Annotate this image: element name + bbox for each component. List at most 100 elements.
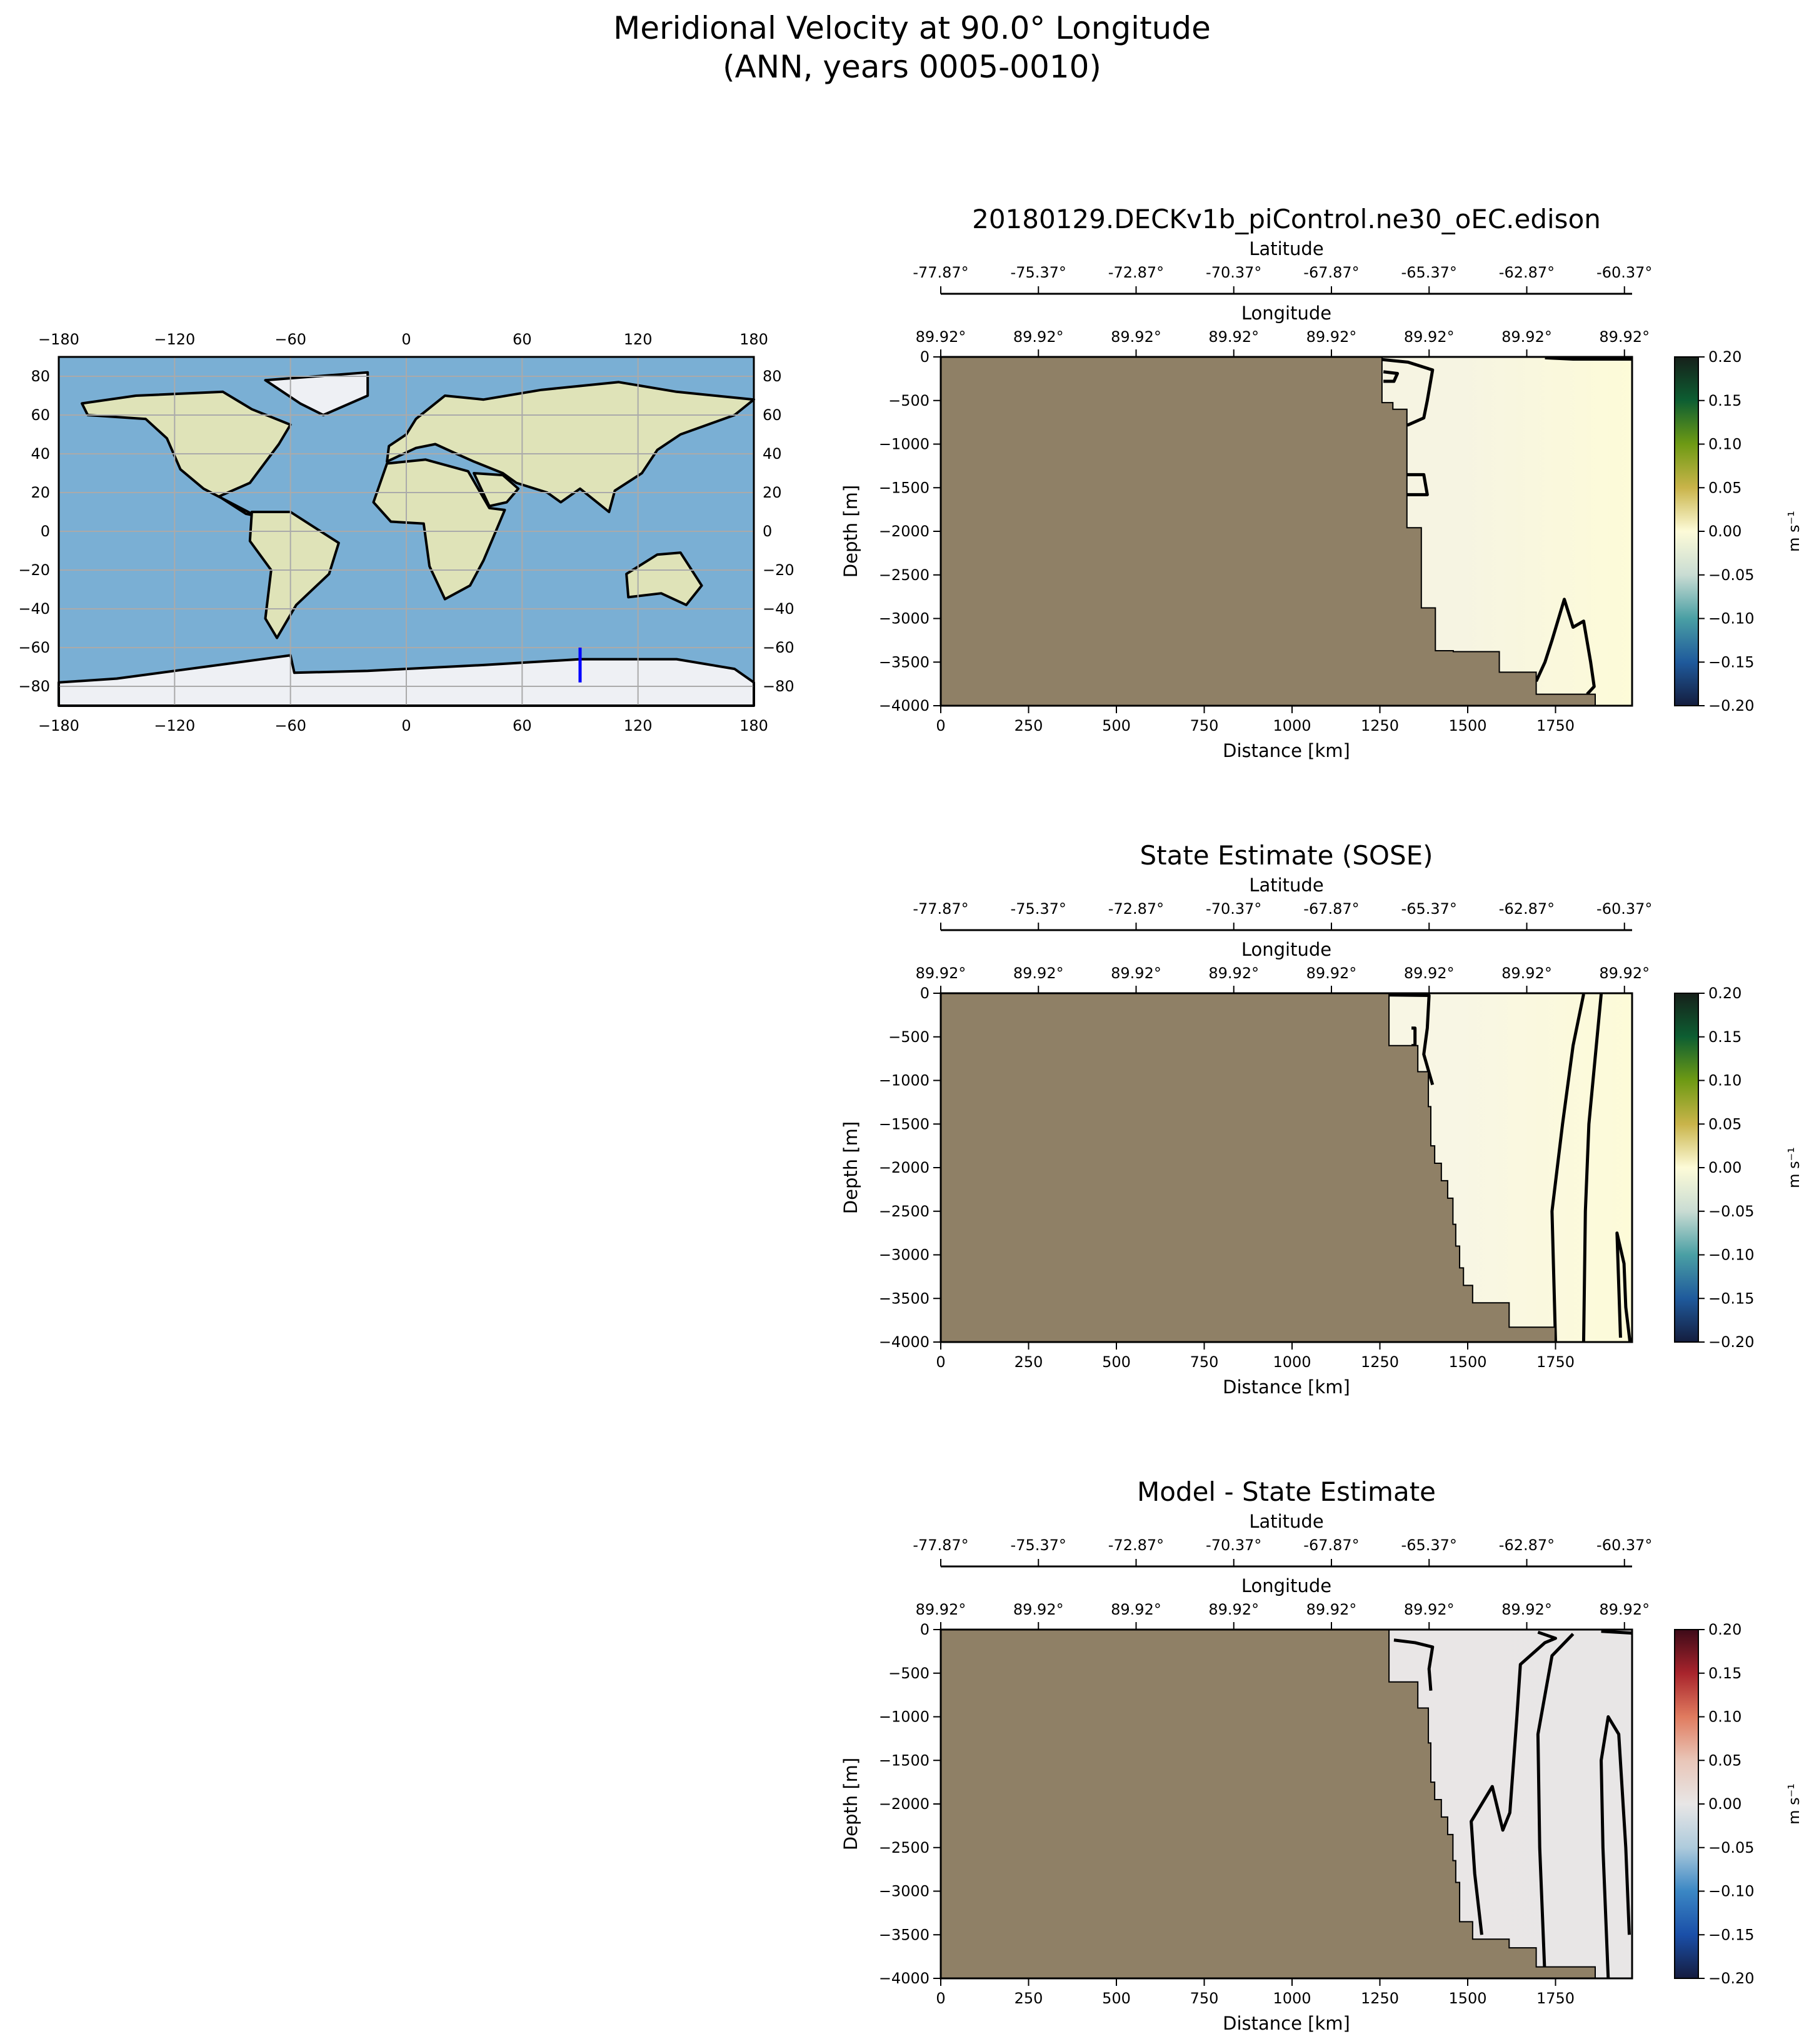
longitude-tick-label: 89.92° bbox=[1501, 1601, 1552, 1618]
panel-2: State Estimate (SOSE) Latitude Longitude -7… bbox=[840, 840, 1803, 1398]
colorbar-tick-label: 0.10 bbox=[1708, 1072, 1741, 1090]
longitude-tick-label: 89.92° bbox=[1013, 964, 1064, 982]
colorbar-tick-label: −0.05 bbox=[1708, 566, 1755, 584]
longitude-tick-label: 89.92° bbox=[1404, 964, 1455, 982]
continent-australia bbox=[625, 551, 703, 606]
bathymetry-land bbox=[940, 1629, 1596, 1979]
x-tick-label: 1500 bbox=[1448, 1990, 1486, 2007]
zero-contour bbox=[1550, 993, 1585, 1343]
map-lon-tick-top: 0 bbox=[401, 331, 411, 348]
x-tick-label: 250 bbox=[1015, 717, 1043, 734]
longitude-tick-label: 89.92° bbox=[1501, 328, 1552, 346]
colorbar-tick-label: 0.15 bbox=[1708, 392, 1741, 409]
y-tick-label: 0 bbox=[920, 1621, 930, 1638]
map-lon-tick-top: 180 bbox=[739, 331, 768, 348]
colorbar-tick-label: 0.20 bbox=[1708, 348, 1741, 366]
longitude-axis-label: Longitude bbox=[1241, 1575, 1331, 1596]
section-panels: 20180129.DECKv1b_piControl.ne30_oEC.edis… bbox=[840, 204, 1803, 2034]
colorbar-tick-label: −0.10 bbox=[1708, 1883, 1755, 1900]
longitude-tick-label: 89.92° bbox=[1208, 964, 1259, 982]
y-axis-label: Depth [m] bbox=[840, 1121, 861, 1214]
x-tick-label: 1000 bbox=[1273, 1353, 1311, 1371]
y-tick-label: −4000 bbox=[879, 1970, 930, 1987]
x-tick-label: 750 bbox=[1190, 717, 1219, 734]
latitude-axis-label: Latitude bbox=[1249, 1511, 1323, 1532]
figure-title-line1: Meridional Velocity at 90.0° Longitude bbox=[613, 10, 1211, 46]
colorbar-tick-label: −0.05 bbox=[1708, 1839, 1755, 1856]
colorbar-tick-label: 0.20 bbox=[1708, 984, 1741, 1002]
y-tick-label: 0 bbox=[920, 348, 930, 366]
colorbar bbox=[1674, 1629, 1699, 1979]
longitude-tick-label: 89.92° bbox=[1501, 964, 1552, 982]
longitude-axis-label: Longitude bbox=[1241, 939, 1331, 960]
map-lat-tick-left: 80 bbox=[31, 368, 50, 385]
panel-3: Model - State Estimate Latitude Longitude -… bbox=[840, 1476, 1803, 2034]
longitude-tick-label: 89.92° bbox=[1111, 964, 1161, 982]
zero-contour bbox=[1470, 1630, 1557, 1935]
y-tick-label: −500 bbox=[888, 1665, 930, 1682]
colorbar-tick-label: −0.05 bbox=[1708, 1203, 1755, 1220]
latitude-tick-label: -77.87° bbox=[913, 1536, 968, 1554]
x-tick-label: 250 bbox=[1015, 1990, 1043, 2007]
latitude-tick-label: -62.87° bbox=[1499, 1536, 1555, 1554]
latitude-tick-label: -62.87° bbox=[1499, 264, 1555, 281]
zero-contour bbox=[1393, 1638, 1435, 1691]
map-lon-tick-top: −60 bbox=[274, 331, 306, 348]
longitude-tick-label: 89.92° bbox=[1111, 328, 1161, 346]
colorbar-tick-label: −0.10 bbox=[1708, 610, 1755, 628]
y-tick-label: −2000 bbox=[879, 1795, 930, 1813]
zero-contour bbox=[1383, 370, 1400, 383]
colorbar-tick-label: 0.10 bbox=[1708, 1708, 1741, 1726]
y-tick-label: 0 bbox=[920, 984, 930, 1002]
map-lon-tick-bottom: −180 bbox=[38, 717, 79, 734]
zero-contour bbox=[1600, 1715, 1631, 1979]
zero-contour bbox=[1381, 358, 1435, 427]
x-tick-label: 500 bbox=[1102, 717, 1131, 734]
latitude-tick-label: -75.37° bbox=[1011, 264, 1066, 281]
map-frame bbox=[58, 356, 755, 707]
latitude-tick-label: -70.37° bbox=[1206, 264, 1261, 281]
longitude-tick-label: 89.92° bbox=[1599, 328, 1650, 346]
x-tick-label: 0 bbox=[936, 1353, 945, 1371]
location-map: −180 −180 −120 −120 −60 −60 0 0 60 60 120 120 180 180… bbox=[18, 331, 794, 734]
y-tick-label: −3500 bbox=[879, 653, 930, 671]
bathymetry-land bbox=[940, 993, 1556, 1343]
map-lat-tick-left: −40 bbox=[18, 600, 50, 618]
colorbar-tick-label: 0.00 bbox=[1708, 1159, 1741, 1176]
longitude-tick-label: 89.92° bbox=[1306, 328, 1357, 346]
colorbar bbox=[1674, 993, 1699, 1343]
x-tick-label: 1500 bbox=[1448, 717, 1486, 734]
latitude-tick-label: -70.37° bbox=[1206, 900, 1261, 918]
latitude-tick-label: -67.87° bbox=[1303, 264, 1359, 281]
x-tick-label: 1750 bbox=[1536, 1353, 1575, 1371]
y-tick-label: −2000 bbox=[879, 1159, 930, 1176]
colorbar-tick-label: −0.20 bbox=[1708, 1970, 1755, 1987]
map-lon-tick-top: −180 bbox=[38, 331, 79, 348]
map-lat-tick-left: 40 bbox=[31, 445, 50, 463]
y-tick-label: −1000 bbox=[879, 1708, 930, 1726]
map-lat-tick-right: −20 bbox=[763, 561, 794, 579]
x-tick-label: 750 bbox=[1190, 1353, 1219, 1371]
map-lon-tick-bottom: −60 bbox=[274, 717, 306, 734]
latitude-tick-label: -75.37° bbox=[1011, 900, 1066, 918]
colorbar-tick-label: −0.15 bbox=[1708, 1926, 1755, 1943]
latitude-tick-label: -60.37° bbox=[1596, 900, 1652, 918]
longitude-tick-label: 89.92° bbox=[916, 1601, 966, 1618]
x-tick-label: 1750 bbox=[1536, 717, 1575, 734]
colorbar-tick-label: −0.20 bbox=[1708, 1333, 1755, 1351]
map-lon-tick-bottom: 180 bbox=[739, 717, 768, 734]
y-tick-label: −500 bbox=[888, 1028, 930, 1046]
continent-arabia bbox=[473, 472, 520, 508]
panel-title: Model - State Estimate bbox=[1137, 1476, 1436, 1507]
y-tick-label: −2000 bbox=[879, 523, 930, 540]
map-lat-tick-left: 0 bbox=[41, 523, 50, 540]
continent-south-america bbox=[248, 511, 340, 639]
map-lon-tick-top: −120 bbox=[154, 331, 195, 348]
longitude-tick-label: 89.92° bbox=[1208, 328, 1259, 346]
x-tick-label: 1000 bbox=[1273, 1990, 1311, 2007]
longitude-tick-label: 89.92° bbox=[916, 964, 966, 982]
latitude-tick-label: -60.37° bbox=[1596, 264, 1652, 281]
colorbar-tick-label: −0.15 bbox=[1708, 1290, 1755, 1307]
x-tick-label: 1500 bbox=[1448, 1353, 1486, 1371]
colorbar-tick-label: −0.20 bbox=[1708, 697, 1755, 714]
